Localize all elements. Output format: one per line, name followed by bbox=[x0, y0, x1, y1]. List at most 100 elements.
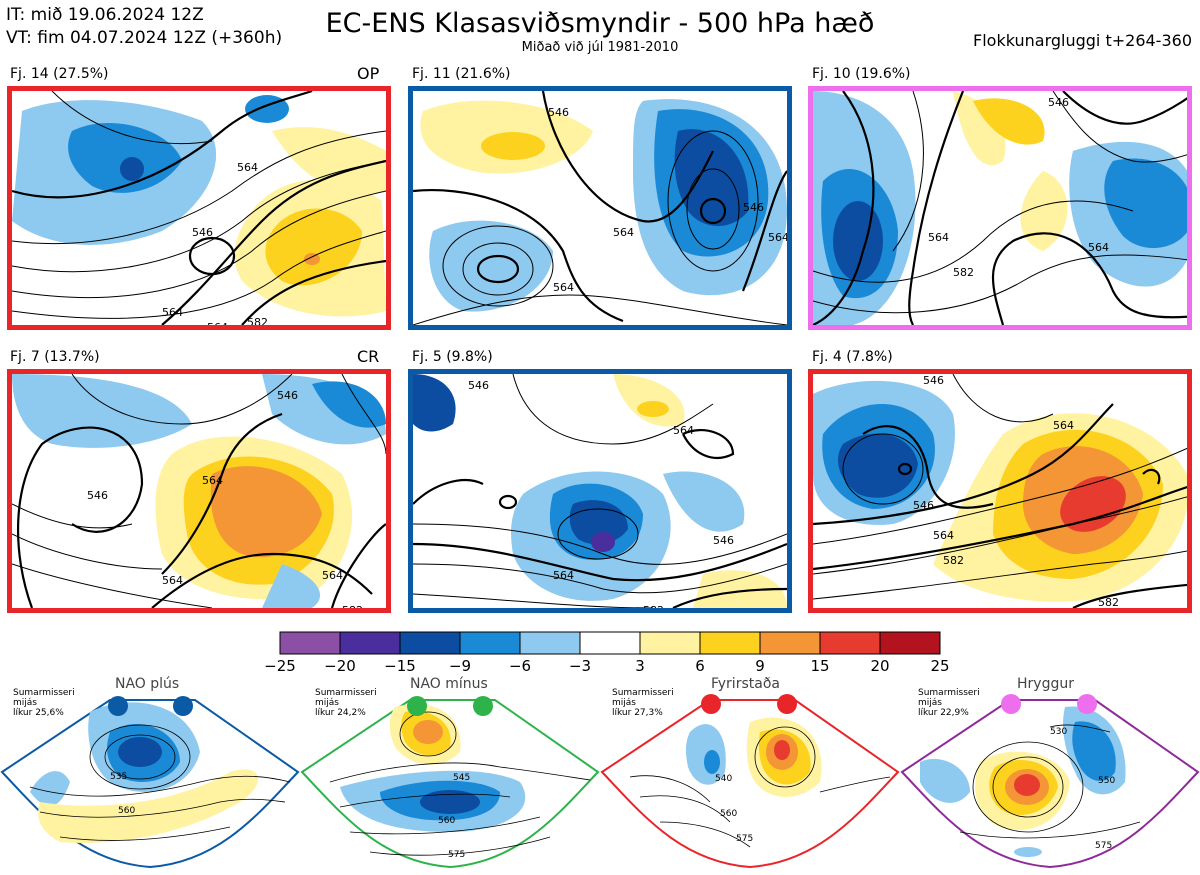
contour-label: 546 bbox=[468, 379, 489, 392]
cluster-map: 546 564 546 564 564 bbox=[413, 91, 787, 325]
colorbar-tick-label: −3 bbox=[569, 657, 591, 675]
contour-label: 546 bbox=[923, 374, 944, 387]
regime-maps: 535 560 545 560 575 bbox=[0, 694, 1200, 869]
cluster-map: 546 564 546 564 582 582 bbox=[813, 374, 1187, 608]
panel-1-tag: OP bbox=[357, 64, 380, 83]
initial-time-label: IT: mið 19.06.2024 12Z bbox=[6, 5, 204, 25]
contour-label: 575 bbox=[736, 834, 753, 844]
regime-nao-plus: 535 560 bbox=[0, 696, 300, 869]
contour-label: 546 bbox=[913, 499, 934, 512]
panel-1-label: Fj. 14 (27.5%) bbox=[10, 66, 109, 82]
contour-label: 564 bbox=[553, 569, 574, 582]
forecast-time-block: IT: mið 19.06.2024 12Z VT: fim 04.07.202… bbox=[6, 4, 282, 50]
colorbar-swatch bbox=[639, 631, 701, 655]
contour-label: 564 bbox=[207, 321, 228, 325]
contour-label: 564 bbox=[768, 231, 787, 244]
page-subtitle: Miðað við júl 1981-2010 bbox=[521, 40, 679, 55]
colorbar-tick-label: 3 bbox=[635, 657, 645, 675]
contour-label: 560 bbox=[118, 806, 135, 816]
contour-label: 550 bbox=[1098, 776, 1115, 786]
regime-note: Sumarmisseri mijás líkur 27,3% bbox=[612, 688, 674, 718]
contour-label: 546 bbox=[192, 226, 213, 239]
contour-label: 540 bbox=[715, 774, 732, 784]
contour-label: 560 bbox=[438, 816, 455, 826]
contour-label: 564 bbox=[613, 226, 634, 239]
cluster-map-panel: 546 564 546 564 564 bbox=[408, 86, 792, 330]
panel-5-label: Fj. 5 (9.8%) bbox=[412, 349, 493, 365]
colorbar-swatch bbox=[459, 631, 521, 655]
contour-label: 564 bbox=[928, 231, 949, 244]
cluster-map-panel: 546 564 564 564 582 bbox=[7, 86, 391, 330]
colorbar-swatch bbox=[819, 631, 881, 655]
colorbar-swatch bbox=[879, 631, 941, 655]
contour-label: 546 bbox=[1048, 96, 1069, 109]
panel-2-label: Fj. 11 (21.6%) bbox=[412, 66, 511, 82]
panel-6-label: Fj. 4 (7.8%) bbox=[812, 349, 893, 365]
contour-label: 546 bbox=[87, 489, 108, 502]
page-title: EC-ENS Klasasviðsmyndir - 500 hPa hæð bbox=[325, 8, 875, 39]
colorbar: −25 −20 −15 −9 −6 −3 3 6 9 15 20 25 bbox=[264, 631, 950, 675]
contour-label: 564 bbox=[162, 306, 183, 319]
colorbar-tick-label: 15 bbox=[810, 657, 829, 675]
cluster-map-panel: 546 564 546 564 564 582 bbox=[7, 369, 391, 613]
contour-label: 545 bbox=[453, 773, 470, 783]
valid-time-label: VT: fim 04.07.2024 12Z (+360h) bbox=[6, 28, 283, 48]
regime-nao-minus: 545 560 575 bbox=[300, 696, 600, 869]
regime-title: NAO plús bbox=[115, 676, 180, 692]
regime-title: Fyrirstaða bbox=[711, 676, 780, 692]
cluster-map-panel: 546 564 582 564 bbox=[808, 86, 1192, 330]
cluster-map-panel: 546 564 546 564 582 582 bbox=[808, 369, 1192, 613]
regime-title: NAO mínus bbox=[410, 676, 488, 692]
regime-ridge: 530 550 575 bbox=[900, 694, 1200, 869]
colorbar-tick-label: −20 bbox=[324, 657, 356, 675]
contour-label: 564 bbox=[553, 281, 574, 294]
contour-label: 582 bbox=[342, 604, 363, 608]
colorbar-swatch bbox=[579, 631, 641, 655]
panel-4-tag: CR bbox=[357, 347, 380, 366]
contour-label: 582 bbox=[953, 266, 974, 279]
colorbar-swatch bbox=[699, 631, 761, 655]
colorbar-tick-label: −25 bbox=[264, 657, 296, 675]
cluster-map: 546 564 546 564 582 bbox=[413, 374, 787, 608]
classification-window-label: Flokkunargluggi t+264-360 bbox=[973, 31, 1192, 50]
colorbar-tick-label: −15 bbox=[384, 657, 416, 675]
colorbar-tick-label: 25 bbox=[930, 657, 949, 675]
colorbar-swatch bbox=[759, 631, 821, 655]
colorbar-swatch bbox=[279, 631, 341, 655]
contour-label: 564 bbox=[322, 569, 343, 582]
contour-label: 582 bbox=[1098, 596, 1119, 608]
contour-label: 546 bbox=[548, 106, 569, 119]
contour-label: 575 bbox=[1095, 841, 1112, 851]
contour-label: 546 bbox=[713, 534, 734, 547]
regime-note: Sumarmisseri mijás líkur 22,9% bbox=[918, 688, 980, 718]
contour-label: 582 bbox=[943, 554, 964, 567]
panel-3-label: Fj. 10 (19.6%) bbox=[812, 66, 911, 82]
colorbar-tick-label: 9 bbox=[755, 657, 765, 675]
contour-label: 546 bbox=[277, 389, 298, 402]
colorbar-tick-label: 6 bbox=[695, 657, 705, 675]
cluster-map-panel: 546 564 546 564 582 bbox=[408, 369, 792, 613]
colorbar-swatch bbox=[399, 631, 461, 655]
contour-label: 564 bbox=[1053, 419, 1074, 432]
cluster-map: 546 564 582 564 bbox=[813, 91, 1187, 325]
panel-4-label: Fj. 7 (13.7%) bbox=[10, 349, 100, 365]
regime-note: Sumarmisseri mijás líkur 24,2% bbox=[315, 688, 377, 718]
cluster-map: 546 564 546 564 564 582 bbox=[12, 374, 386, 608]
colorbar-swatch bbox=[339, 631, 401, 655]
colorbar-tick-label: 20 bbox=[870, 657, 889, 675]
contour-label: 564 bbox=[1088, 241, 1109, 254]
regime-blocking: 540 560 575 bbox=[600, 694, 900, 869]
contour-label: 560 bbox=[720, 809, 737, 819]
regime-title: Hryggur bbox=[1017, 676, 1074, 692]
contour-label: 546 bbox=[743, 201, 764, 214]
contour-label: 535 bbox=[110, 772, 127, 782]
cluster-map: 546 564 564 564 582 bbox=[12, 91, 386, 325]
regime-strip: 535 560 545 560 575 bbox=[0, 672, 1200, 871]
colorbar-tick-label: −9 bbox=[449, 657, 471, 675]
colorbar-tick-label: −6 bbox=[509, 657, 531, 675]
contour-label: 564 bbox=[933, 529, 954, 542]
contour-label: 564 bbox=[162, 574, 183, 587]
contour-label: 575 bbox=[448, 850, 465, 860]
regime-note: Sumarmisseri mijás líkur 25,6% bbox=[13, 688, 75, 718]
contour-label: 530 bbox=[1050, 727, 1067, 737]
